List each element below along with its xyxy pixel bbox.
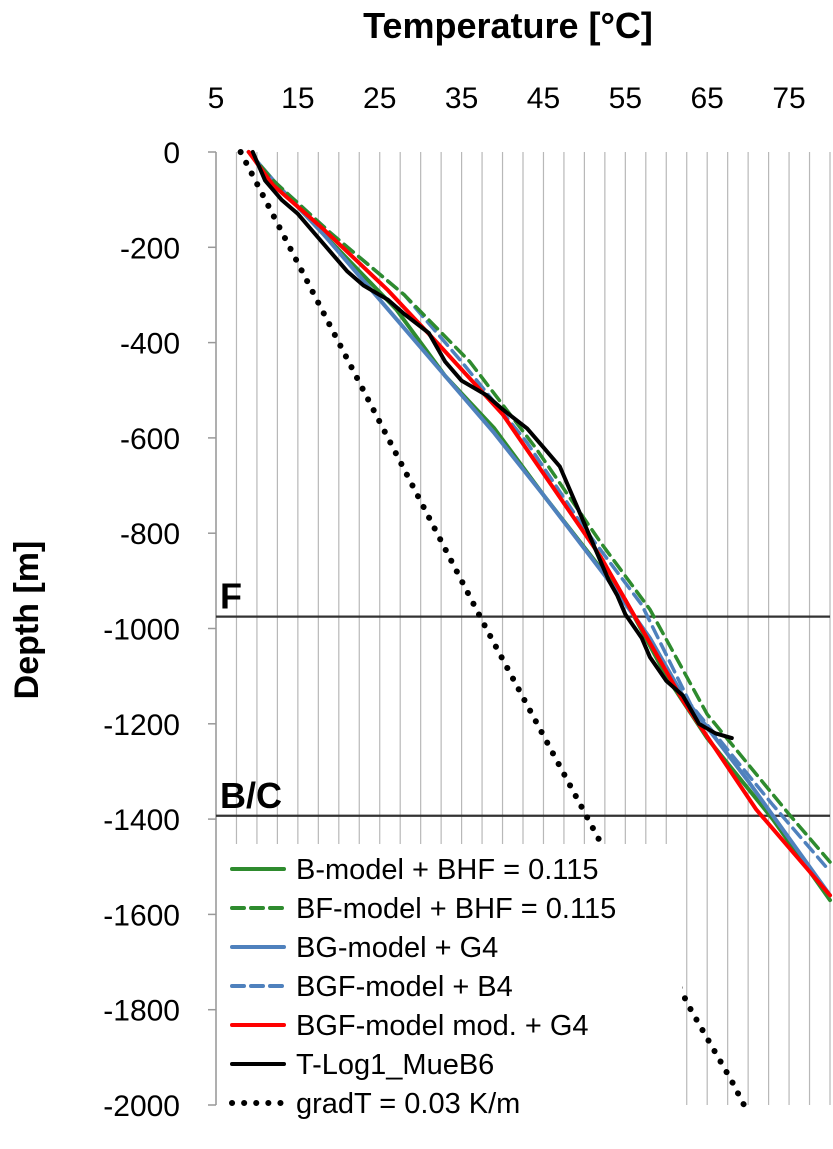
legend-label: T-Log1_MueB6 <box>296 1049 494 1081</box>
y-tick-label: -1200 <box>103 709 180 742</box>
y-tick-label: -600 <box>120 423 180 456</box>
x-tick-label: 55 <box>609 82 642 115</box>
legend-box <box>222 844 682 1127</box>
x-tick-label: 5 <box>208 82 225 115</box>
y-axis-label: Depth [m] <box>8 541 46 700</box>
legend: B-model + BHF = 0.115 BF-model + BHF = 0.… <box>222 844 682 1127</box>
horizontal-markers: F B/C <box>216 576 830 817</box>
marker-label: B/C <box>220 775 282 816</box>
y-tick-label: -1400 <box>103 804 180 837</box>
x-tick-label: 15 <box>281 82 314 115</box>
x-tick-label: 35 <box>445 82 478 115</box>
series-line <box>246 150 832 864</box>
legend-label: BGF-model mod. + G4 <box>296 1010 589 1042</box>
legend-label: BG-model + G4 <box>296 932 498 964</box>
y-tick-labels: 0 -200 -400 -600 -800 -1000 -1200 -1400 -1600 -18… <box>103 137 216 1123</box>
legend-label: BF-model + BHF = 0.115 <box>296 893 616 925</box>
x-tick-label: 75 <box>772 82 805 115</box>
y-tick-label: 0 <box>163 137 180 170</box>
series-line <box>250 150 734 741</box>
x-tick-label: 45 <box>527 82 560 115</box>
marker-label: F <box>220 576 242 617</box>
y-tick-label: -1800 <box>103 995 180 1028</box>
y-tick-label: -400 <box>120 328 180 361</box>
legend-label: gradT = 0.03 K/m <box>296 1088 520 1120</box>
x-tick-label: 25 <box>363 82 396 115</box>
y-tick-label: -1000 <box>103 614 180 647</box>
y-tick-label: -1600 <box>103 899 180 932</box>
x-tick-labels: 5 15 25 35 45 55 65 75 <box>208 82 806 115</box>
y-tick-label: -200 <box>120 232 180 265</box>
y-tick-label: -2000 <box>103 1090 180 1123</box>
x-tick-label: 65 <box>691 82 724 115</box>
series-line <box>246 150 832 898</box>
series-group <box>237 149 832 1108</box>
y-tick-label: -800 <box>120 518 180 551</box>
legend-label: B-model + BHF = 0.115 <box>296 854 599 886</box>
legend-label: BGF-model + B4 <box>296 971 513 1003</box>
chart-title: Temperature [°C] <box>363 5 653 46</box>
